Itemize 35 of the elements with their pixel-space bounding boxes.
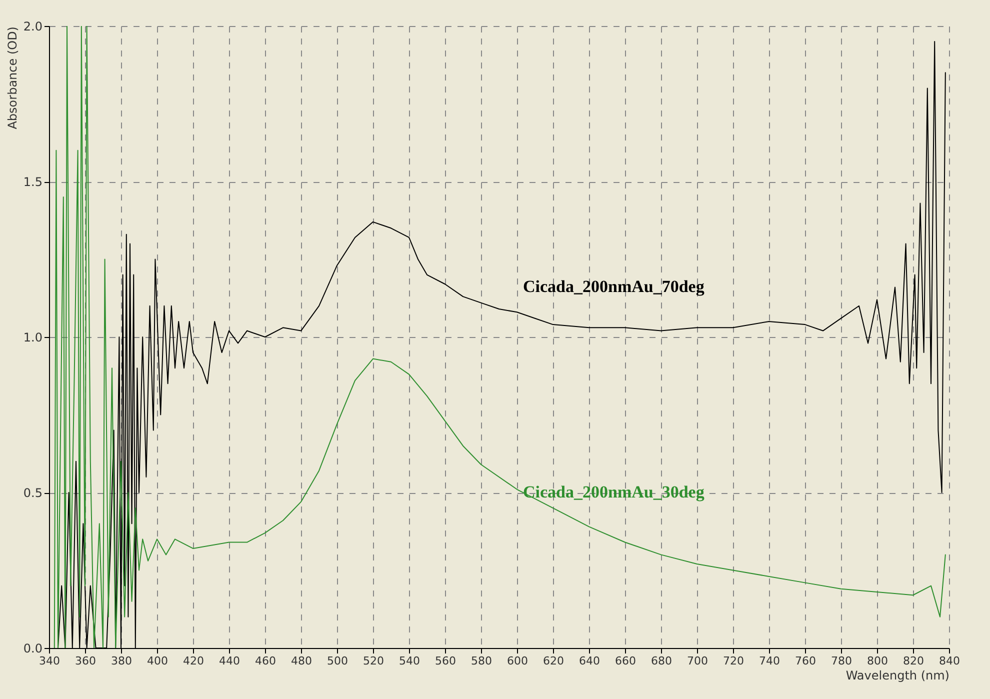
x-tick-label: 600	[507, 654, 528, 668]
y-tick-label: 1.5	[23, 175, 42, 189]
series-label: Cicada_200nmAu_30deg	[523, 482, 705, 502]
x-tick-label: 560	[435, 654, 456, 668]
x-tick-label: 540	[399, 654, 420, 668]
x-tick-label: 500	[327, 654, 348, 668]
x-tick-label: 700	[687, 654, 708, 668]
y-tick-label: 1.0	[23, 330, 42, 344]
x-tick-label: 820	[903, 654, 924, 668]
series-label: Cicada_200nmAu_70deg	[523, 277, 705, 296]
x-tick-label: 780	[831, 654, 852, 668]
x-tick-label: 760	[795, 654, 816, 668]
x-tick-label: 400	[147, 654, 168, 668]
x-tick-label: 620	[543, 654, 564, 668]
y-axis-title: Absorbance (OD)	[5, 26, 20, 130]
x-tick-label: 480	[291, 654, 312, 668]
y-tick-label: 0.5	[23, 486, 42, 500]
x-tick-label: 840	[939, 654, 960, 668]
y-tick-label: 2.0	[23, 20, 42, 34]
x-tick-label: 680	[651, 654, 672, 668]
x-tick-label: 440	[219, 654, 240, 668]
x-tick-label: 660	[615, 654, 636, 668]
x-tick-label: 460	[255, 654, 276, 668]
x-tick-label: 380	[111, 654, 132, 668]
x-tick-label: 720	[723, 654, 744, 668]
x-tick-label: 360	[75, 654, 96, 668]
x-tick-label: 520	[363, 654, 384, 668]
x-tick-label: 640	[579, 654, 600, 668]
x-tick-label: 340	[39, 654, 60, 668]
y-tick-label: 0.0	[23, 642, 42, 656]
x-axis-title: Wavelength (nm)	[846, 668, 950, 682]
x-tick-label: 740	[759, 654, 780, 668]
x-tick-label: 800	[867, 654, 888, 668]
x-tick-label: 580	[471, 654, 492, 668]
x-tick-label: 420	[183, 654, 204, 668]
